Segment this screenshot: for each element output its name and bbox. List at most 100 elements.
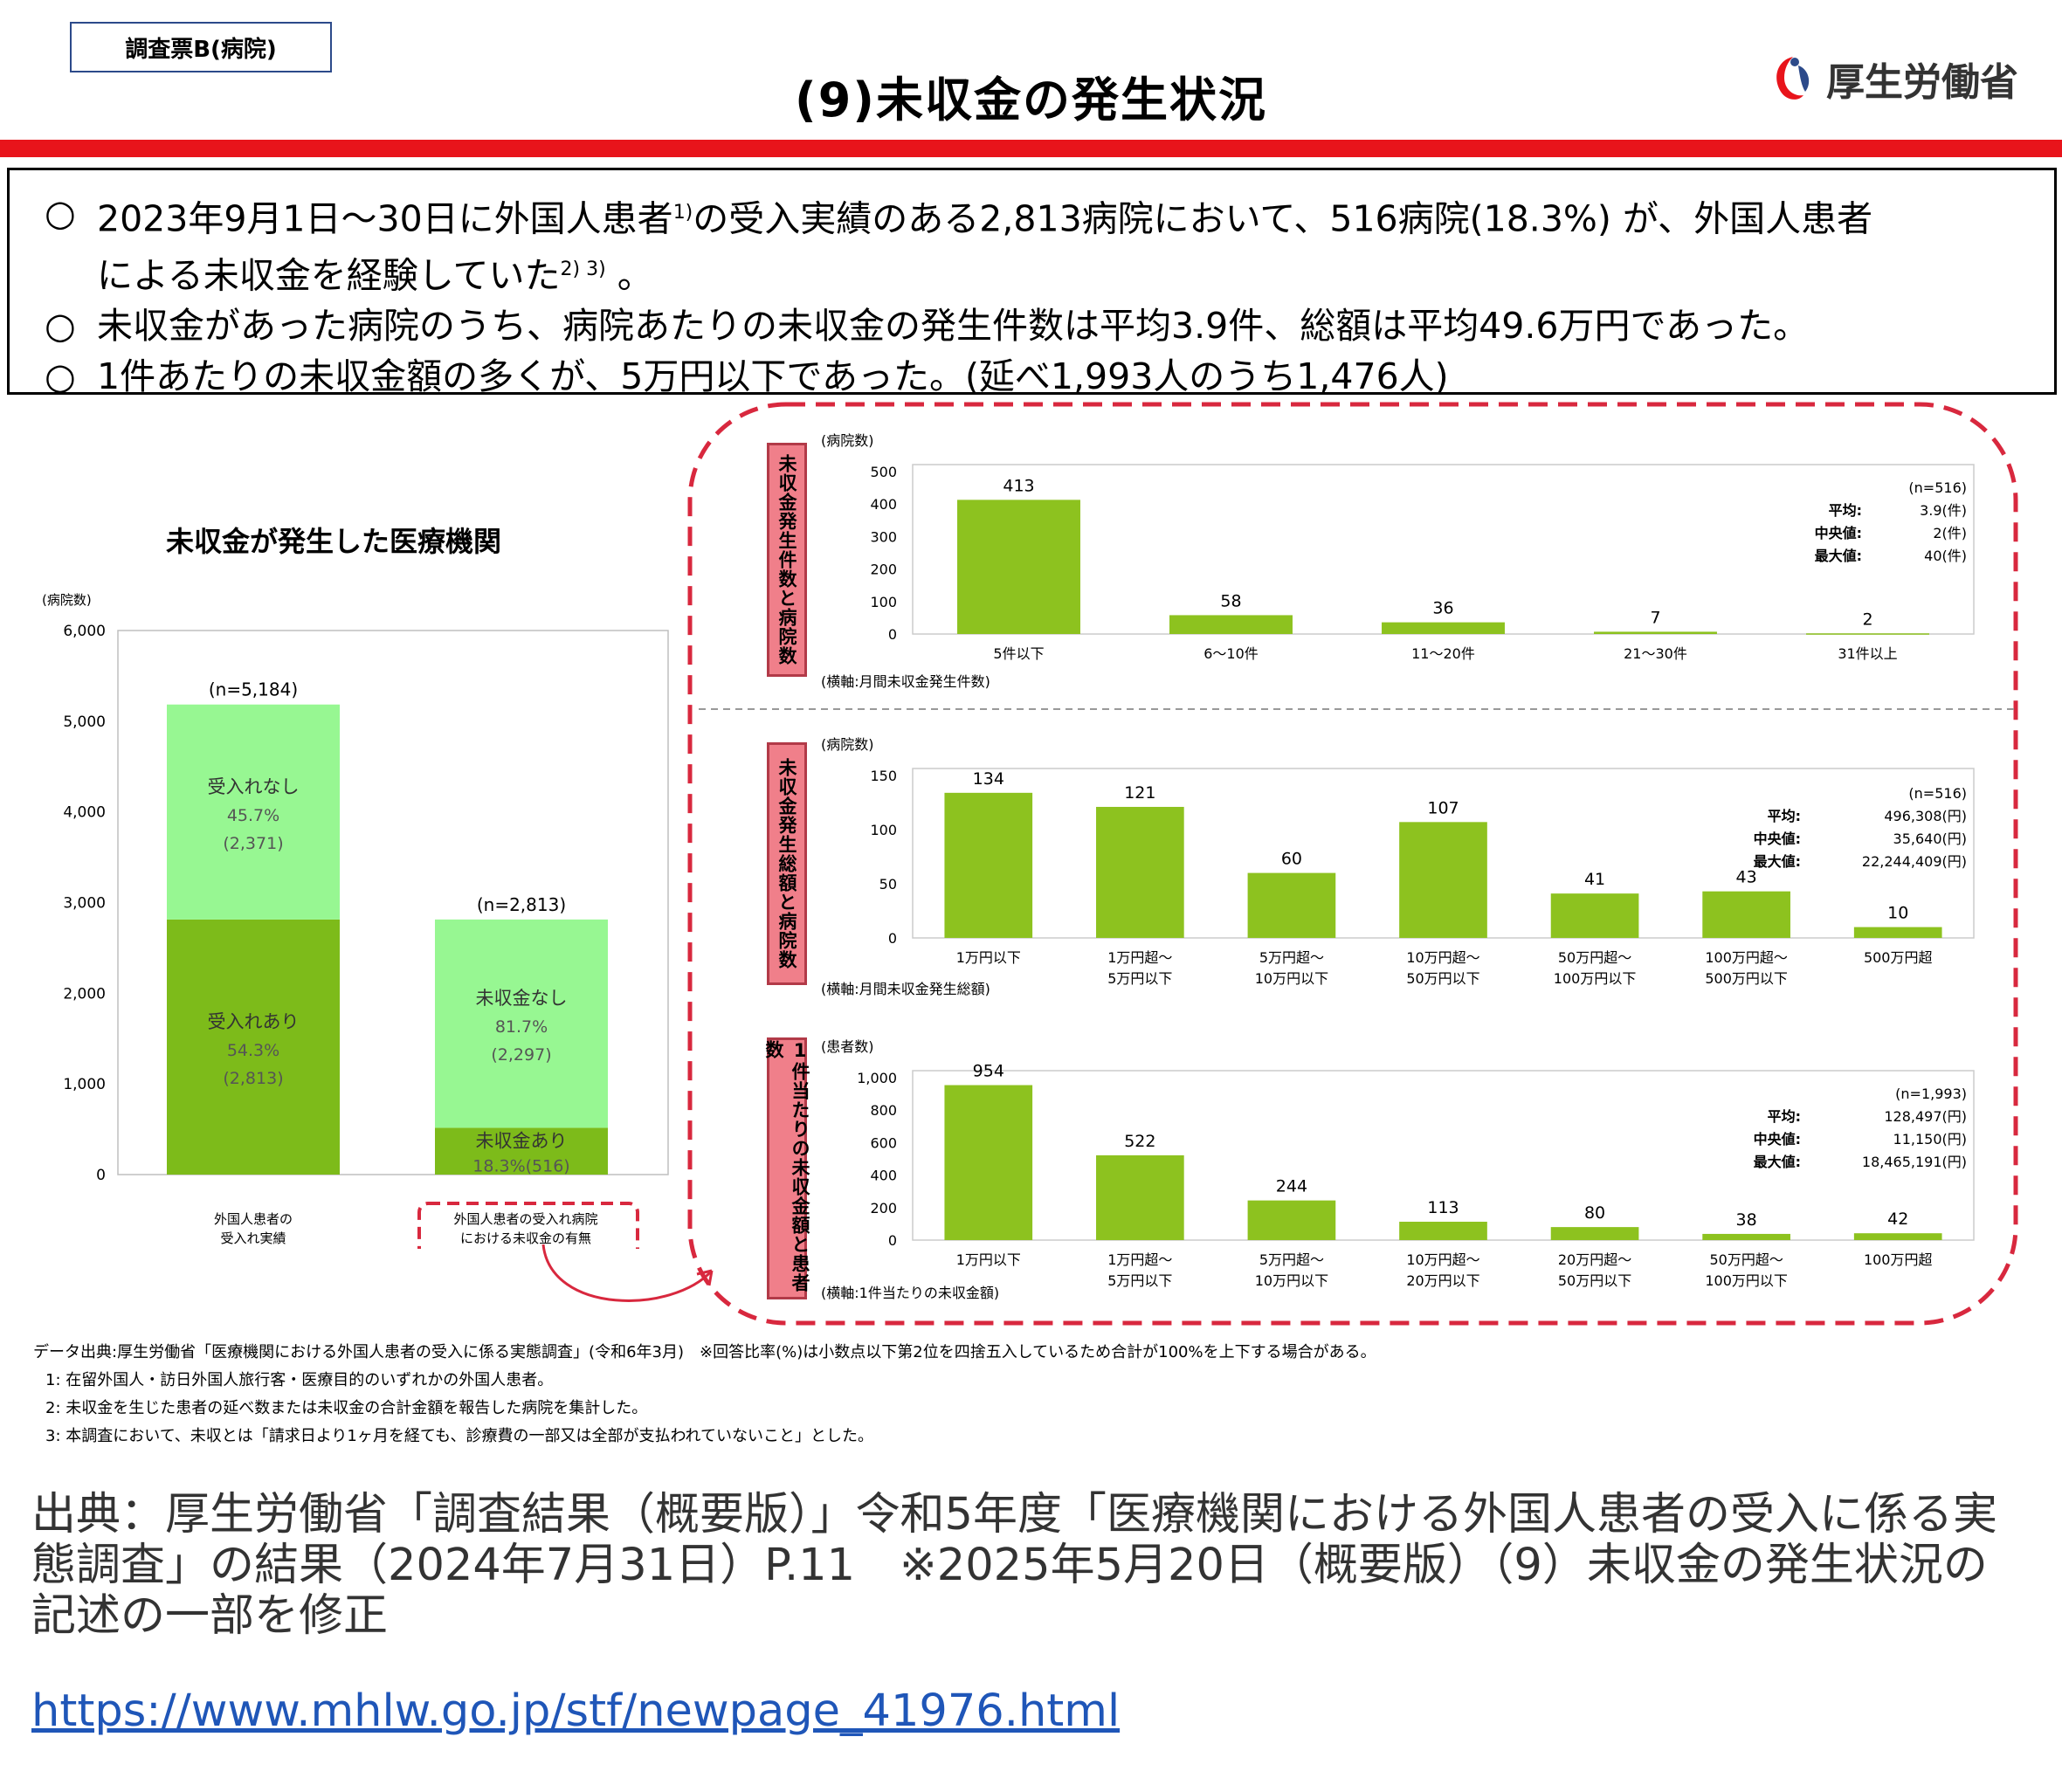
x-category-label: 外国人患者の受入れ病院 [453, 1211, 597, 1227]
x-tick-label: 5件以下 [993, 645, 1044, 662]
data-label: 107 [1427, 798, 1459, 817]
data-label: 36 [1432, 599, 1453, 618]
ministry-name: 厚生労働省 [1826, 60, 2018, 105]
y-tick-label: 50 [879, 876, 897, 893]
segment-percent: 45.7% [227, 806, 279, 825]
x-axis-label: (横軸:1件当たりの未収金額) [821, 1285, 999, 1301]
y-tick-label: 2,000 [63, 985, 106, 1003]
data-bar [1594, 631, 1717, 634]
footnote-2: 2: 未収金を生じた患者の延べ数または未収金の合計金額を報告した病院を集計した。 [45, 1399, 648, 1417]
bullet-mark: ○ [45, 305, 76, 348]
x-tick-label: 20万円超～ [1558, 1251, 1631, 1268]
survey-tag: 調査票B(病院) [70, 22, 332, 72]
x-tick-label: 1万円以下 [956, 949, 1021, 966]
x-tick-label: 20万円以下 [1406, 1272, 1479, 1289]
stack-segment [167, 919, 340, 1175]
segment-count: (2,297) [491, 1045, 551, 1065]
data-label: 42 [1887, 1210, 1908, 1229]
data-label: 413 [1003, 476, 1034, 495]
y-tick-label: 500 [870, 464, 897, 480]
y-tick-label: 800 [870, 1102, 897, 1119]
stat-key: 平均: [1829, 502, 1862, 519]
x-tick-label: 10万円以下 [1255, 1272, 1328, 1289]
source-link[interactable]: https://www.mhlw.go.jp/stf/newpage_41976… [31, 1685, 1121, 1737]
left-chart-title: 未収金が発生した医療機関 [166, 525, 502, 558]
segment-percent: 18.3%(516) [472, 1156, 569, 1175]
data-bar [1550, 1227, 1639, 1240]
stat-key: 最大値: [1754, 853, 1801, 870]
x-tick-label: 31件以上 [1838, 645, 1897, 662]
x-category-label: 受入れ実績 [220, 1230, 286, 1246]
stat-value: 496,308(円) [1884, 808, 1967, 824]
y-tick-label: 4,000 [63, 804, 106, 822]
data-bar [1382, 622, 1505, 634]
data-label: 522 [1124, 1132, 1155, 1151]
summary-bullet-2: ○ 未収金があった病院のうち、病院あたりの未収金の発生件数は平均3.9件、総額は… [45, 300, 2019, 351]
x-tick-label: 100万円超 [1864, 1251, 1933, 1268]
data-label: 121 [1124, 783, 1155, 803]
x-tick-label: 1万円以下 [956, 1251, 1021, 1268]
segment-label: 未収金あり [476, 1130, 568, 1151]
stat-key: 中央値: [1815, 525, 1862, 541]
data-bar [1399, 822, 1487, 938]
plot-frame [117, 630, 669, 1175]
left-stacked-chart: (病院数) 0 1,000 2,000 3,000 4,000 5,000 6,000 受入れあ… [42, 592, 669, 1249]
summary-line-2: 未収金があった病院のうち、病院あたりの未収金の発生件数は平均3.9件、総額は平均… [97, 305, 1810, 348]
segment-label: 受入れなし [208, 776, 300, 797]
stat-value: 35,640(円) [1893, 831, 1967, 847]
y-tick-label: 0 [96, 1167, 106, 1184]
data-bar [1096, 806, 1184, 938]
y-tick-label: 150 [870, 768, 897, 784]
source-citation: 出典：厚生労働省「調査結果（概要版）」令和5年度「医療機関における外国人患者の受… [31, 1489, 1997, 1642]
x-tick-label: 100万円以下 [1705, 1272, 1788, 1289]
stack-segment [435, 1127, 608, 1175]
y-axis-label: (病院数) [42, 592, 92, 608]
x-tick-label: 500万円超 [1864, 949, 1933, 966]
y-axis-label: (病院数) [821, 736, 874, 753]
footnote-3: 3: 本調査において、未収とは「請求日より1ヶ月を経ても、診療費の一部又は全部が… [45, 1427, 874, 1445]
stat-key: 最大値: [1815, 548, 1862, 564]
y-tick-label: 400 [870, 496, 897, 513]
data-label: 954 [973, 1062, 1004, 1081]
stat-key: 最大値: [1754, 1154, 1801, 1170]
stat-value: (n=1,993) [1895, 1086, 1967, 1102]
y-tick-label: 200 [870, 1200, 897, 1216]
segment-percent: 54.3% [227, 1041, 279, 1060]
x-axis-label: (横軸:月間未収金発生件数) [821, 673, 990, 690]
y-tick-label: 400 [870, 1168, 897, 1184]
x-tick-label: 5万円超～ [1259, 949, 1324, 966]
stat-value: (n=516) [1908, 479, 1967, 496]
stat-key: 平均: [1768, 808, 1801, 824]
page-title: (9)未収金の発生状況 [795, 72, 1267, 128]
y-axis-label: (患者数) [821, 1038, 874, 1055]
x-tick-label: 10万円超～ [1406, 1251, 1479, 1268]
x-tick-label: 10万円以下 [1255, 970, 1328, 987]
data-label: 113 [1427, 1198, 1459, 1217]
summary-bullet-1: ○ 2023年9月1日～30日に外国人患者1)の受入実績のある2,813病院にお… [45, 188, 2019, 245]
data-bar [1169, 615, 1293, 634]
stat-value: 11,150(円) [1893, 1131, 1967, 1148]
red-divider-band [0, 140, 2062, 157]
summary-bullet-1-cont: による未収金を経験していた2) 3) 。 [45, 245, 2019, 301]
data-bar [1853, 927, 1942, 938]
x-tick-label: 11～20件 [1411, 645, 1475, 662]
data-label: 38 [1736, 1210, 1757, 1230]
x-category-label: 外国人患者の [214, 1211, 293, 1227]
y-tick-label: 1,000 [857, 1070, 897, 1086]
x-tick-label: 50万円以下 [1558, 1272, 1631, 1289]
segment-count: (2,371) [223, 834, 283, 853]
connector-arrow [541, 1244, 714, 1302]
summary-line-3: 1件あたりの未収金額の多くが、5万円以下であった。(延べ1,993人のうち1,4… [97, 355, 1449, 398]
y-tick-label: 0 [888, 930, 897, 947]
footnote-1: 1: 在留外国人・訪日外国人旅行客・医療目的のいずれかの外国人患者。 [45, 1371, 554, 1389]
stack-segment [435, 919, 608, 1128]
bullet-mark: ○ [45, 355, 76, 398]
y-tick-label: 0 [888, 1232, 897, 1249]
summary-line-1: 2023年9月1日～30日に外国人患者1)の受入実績のある2,813病院において… [97, 197, 1873, 240]
stat-value: 3.9(件) [1920, 502, 1967, 519]
x-tick-label: 5万円以下 [1107, 970, 1172, 987]
y-tick-label: 200 [870, 562, 897, 578]
y-tick-label: 300 [870, 528, 897, 545]
side-label-total: 未収金発生総額と病院数 [767, 742, 807, 985]
data-bar [957, 500, 1080, 634]
